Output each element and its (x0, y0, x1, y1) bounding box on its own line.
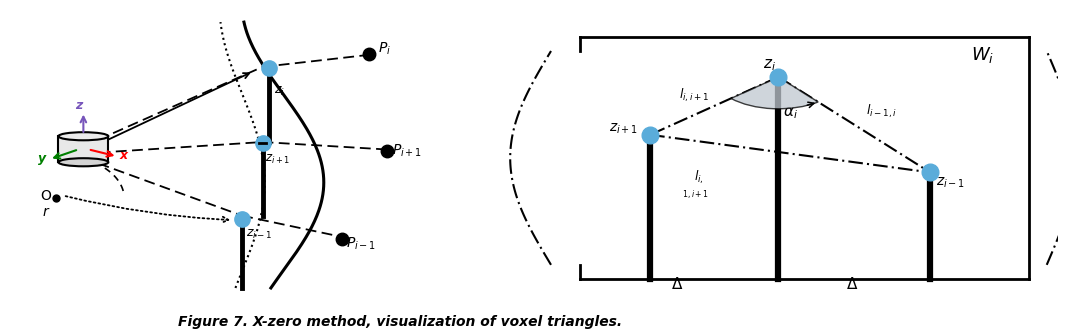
Text: $l_{i,}$: $l_{i,}$ (693, 169, 704, 186)
Text: $z_{i+1}$: $z_{i+1}$ (609, 122, 638, 136)
Text: $\Delta$: $\Delta$ (846, 277, 858, 292)
Wedge shape (731, 77, 819, 109)
Text: $P_{i+1}$: $P_{i+1}$ (392, 143, 422, 159)
Text: $W_i$: $W_i$ (971, 45, 995, 65)
Text: $_{1,i+1}$: $_{1,i+1}$ (683, 188, 710, 202)
Text: $P_{i-1}$: $P_{i-1}$ (347, 236, 377, 252)
Ellipse shape (58, 132, 108, 140)
Polygon shape (58, 136, 108, 162)
Text: Figure 7. X-zero method, visualization of voxel triangles.: Figure 7. X-zero method, visualization o… (177, 315, 622, 329)
Ellipse shape (58, 158, 108, 166)
Text: O: O (40, 189, 51, 203)
Text: r: r (42, 205, 49, 219)
Text: $P_i$: $P_i$ (378, 40, 391, 57)
Text: z: z (76, 99, 82, 112)
Text: y: y (38, 152, 46, 165)
Text: $z_{i-1}$: $z_{i-1}$ (246, 228, 272, 242)
Text: $\Delta$: $\Delta$ (671, 277, 683, 292)
Text: $z_{i-1}$: $z_{i-1}$ (936, 175, 966, 190)
Text: x: x (120, 150, 127, 162)
Text: $z_{i+1}$: $z_{i+1}$ (265, 153, 289, 166)
Text: $z_i$: $z_i$ (764, 57, 777, 73)
Text: $l_{i-1,i}$: $l_{i-1,i}$ (866, 102, 897, 120)
Text: $l_{i,i+1}$: $l_{i,i+1}$ (679, 86, 710, 104)
Text: $\alpha_i$: $\alpha_i$ (783, 105, 798, 121)
Text: $z_i$: $z_i$ (274, 85, 285, 98)
